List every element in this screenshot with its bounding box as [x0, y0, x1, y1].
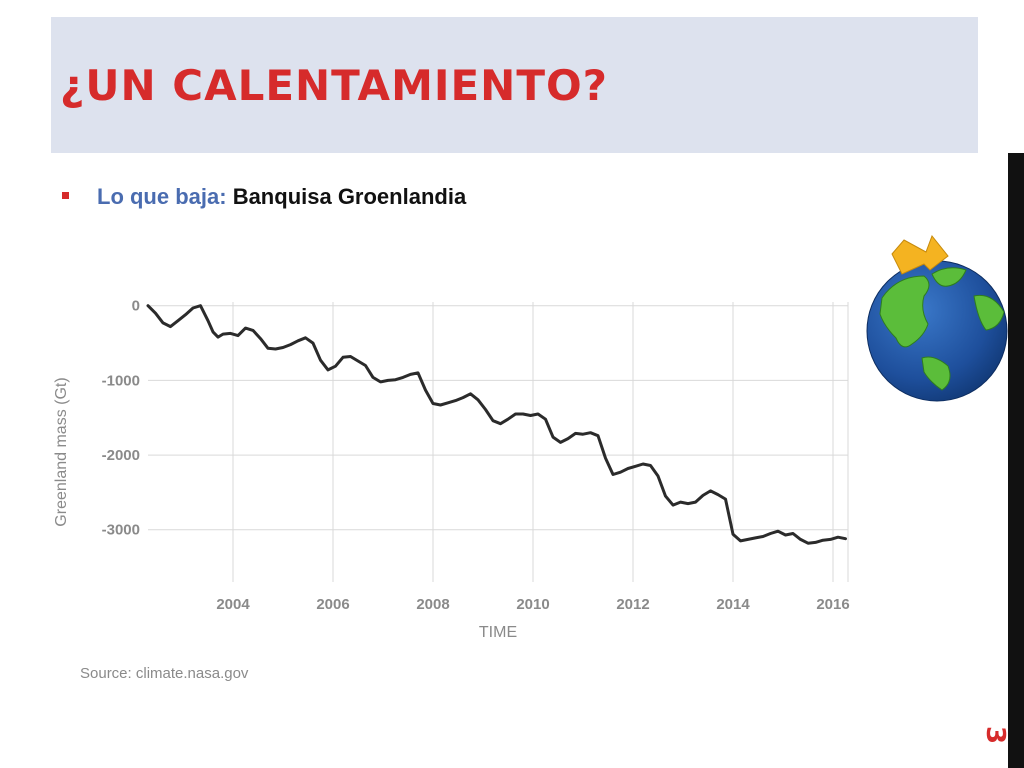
- slide-page-number: 3: [980, 725, 1010, 745]
- y-axis-label: Greenland mass (Gt): [53, 377, 70, 526]
- x-tick-label: 2016: [816, 596, 849, 613]
- y-tick-label: -1000: [102, 372, 140, 389]
- right-edge-dark-bar: [1008, 153, 1024, 768]
- y-tick-label: -2000: [102, 447, 140, 464]
- x-axis-label: TIME: [479, 624, 517, 641]
- earth-globe-icon: [866, 235, 1008, 402]
- chart-grid: [148, 302, 849, 582]
- y-tick-label: -3000: [102, 522, 140, 539]
- bullet-lead-text: Lo que baja:: [97, 184, 227, 209]
- x-tick-label: 2012: [616, 596, 649, 613]
- title-band: ¿UN CALENTAMIENTO?: [51, 17, 978, 153]
- x-tick-labels: 2004 2006 2008 2010 2012 2014 2016: [216, 596, 849, 613]
- x-tick-label: 2008: [416, 596, 449, 613]
- x-tick-label: 2006: [316, 596, 349, 613]
- bullet-square-icon: [62, 191, 69, 199]
- x-tick-label: 2004: [216, 596, 250, 613]
- x-tick-label: 2010: [516, 596, 549, 613]
- y-tick-labels: 0 -1000 -2000 -3000: [102, 298, 140, 539]
- slide-title: ¿UN CALENTAMIENTO?: [60, 61, 609, 110]
- chart-source-note: Source: climate.nasa.gov: [80, 665, 249, 682]
- y-tick-label: 0: [132, 298, 140, 315]
- bullet-item: Lo que baja: Banquisa Groenlandia: [62, 184, 466, 210]
- greenland-mass-chart: 0 -1000 -2000 -3000 2004 2006 2008 2010 2012 201…: [53, 298, 850, 682]
- bullet-body-text: Banquisa Groenlandia: [232, 184, 467, 209]
- x-tick-label: 2014: [716, 596, 750, 613]
- series-line-greenland-mass: [146, 304, 847, 545]
